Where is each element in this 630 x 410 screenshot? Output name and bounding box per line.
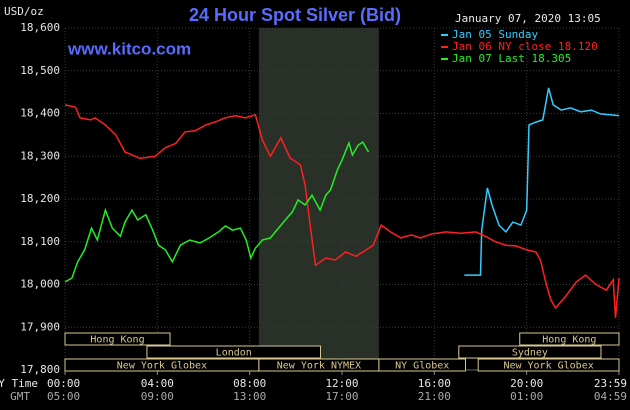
row-label: NY Time xyxy=(0,377,38,390)
series-line xyxy=(64,140,370,283)
session-box xyxy=(458,345,602,359)
y-tick-label: 17,800 xyxy=(20,363,60,376)
session-highlight xyxy=(258,28,379,370)
x-tick-label: 08:00 xyxy=(233,377,266,390)
x-tick-label: 04:00 xyxy=(141,377,174,390)
y-tick-label: 18,000 xyxy=(20,278,60,291)
y-tick-label: 18,600 xyxy=(20,21,60,34)
y-tick-label: 18,300 xyxy=(20,149,60,162)
session-label: New York Globex xyxy=(117,361,207,372)
x-tick-label: 00:00 xyxy=(47,377,80,390)
legend-label: Jan 07 Last 18.305 xyxy=(452,52,571,65)
gmt-tick-label: 21:00 xyxy=(418,390,451,403)
gmt-tick-label: 17:00 xyxy=(325,390,358,403)
y-tick-label: 18,200 xyxy=(20,192,60,205)
session-box xyxy=(64,332,171,346)
session-label: London xyxy=(216,348,252,359)
session-label: Hong Kong xyxy=(542,335,596,346)
gmt-tick-label: 05:00 xyxy=(47,390,80,403)
site-label: www.kitco.com xyxy=(67,39,191,58)
y-tick-label: 18,400 xyxy=(20,107,60,120)
session-label: New York NYMEX xyxy=(277,361,361,372)
series-line xyxy=(64,104,620,318)
session-label: Sydney xyxy=(512,348,548,359)
chart-title: 24 Hour Spot Silver (Bid) xyxy=(189,5,401,25)
session-box xyxy=(477,358,620,372)
session-label: NY Globex xyxy=(395,361,449,372)
x-tick-label: 23:59 xyxy=(594,377,627,390)
date-label: January 07, 2020 13:05 xyxy=(455,12,601,25)
y-axis-label: USD/oz xyxy=(4,5,44,18)
session-box xyxy=(519,332,620,346)
row-label: GMT xyxy=(10,390,30,403)
y-tick-label: 18,500 xyxy=(20,64,60,77)
gmt-tick-label: 13:00 xyxy=(233,390,266,403)
session-box xyxy=(378,358,466,372)
y-tick-label: 18,100 xyxy=(20,235,60,248)
series-line xyxy=(464,87,620,276)
gmt-tick-label: 09:00 xyxy=(141,390,174,403)
legend-label: Jan 05 Sunday xyxy=(452,28,538,41)
y-tick-label: 17,900 xyxy=(20,320,60,333)
session-label: New York Globex xyxy=(503,361,593,372)
x-tick-label: 20:00 xyxy=(510,377,543,390)
session-label: Hong Kong xyxy=(90,335,144,346)
x-tick-label: 12:00 xyxy=(325,377,358,390)
legend-label: Jan 06 NY close 18.120 xyxy=(452,40,598,53)
gmt-tick-label: 01:00 xyxy=(510,390,543,403)
gmt-tick-label: 04:59 xyxy=(594,390,627,403)
session-box xyxy=(146,345,322,359)
x-tick-label: 16:00 xyxy=(418,377,451,390)
